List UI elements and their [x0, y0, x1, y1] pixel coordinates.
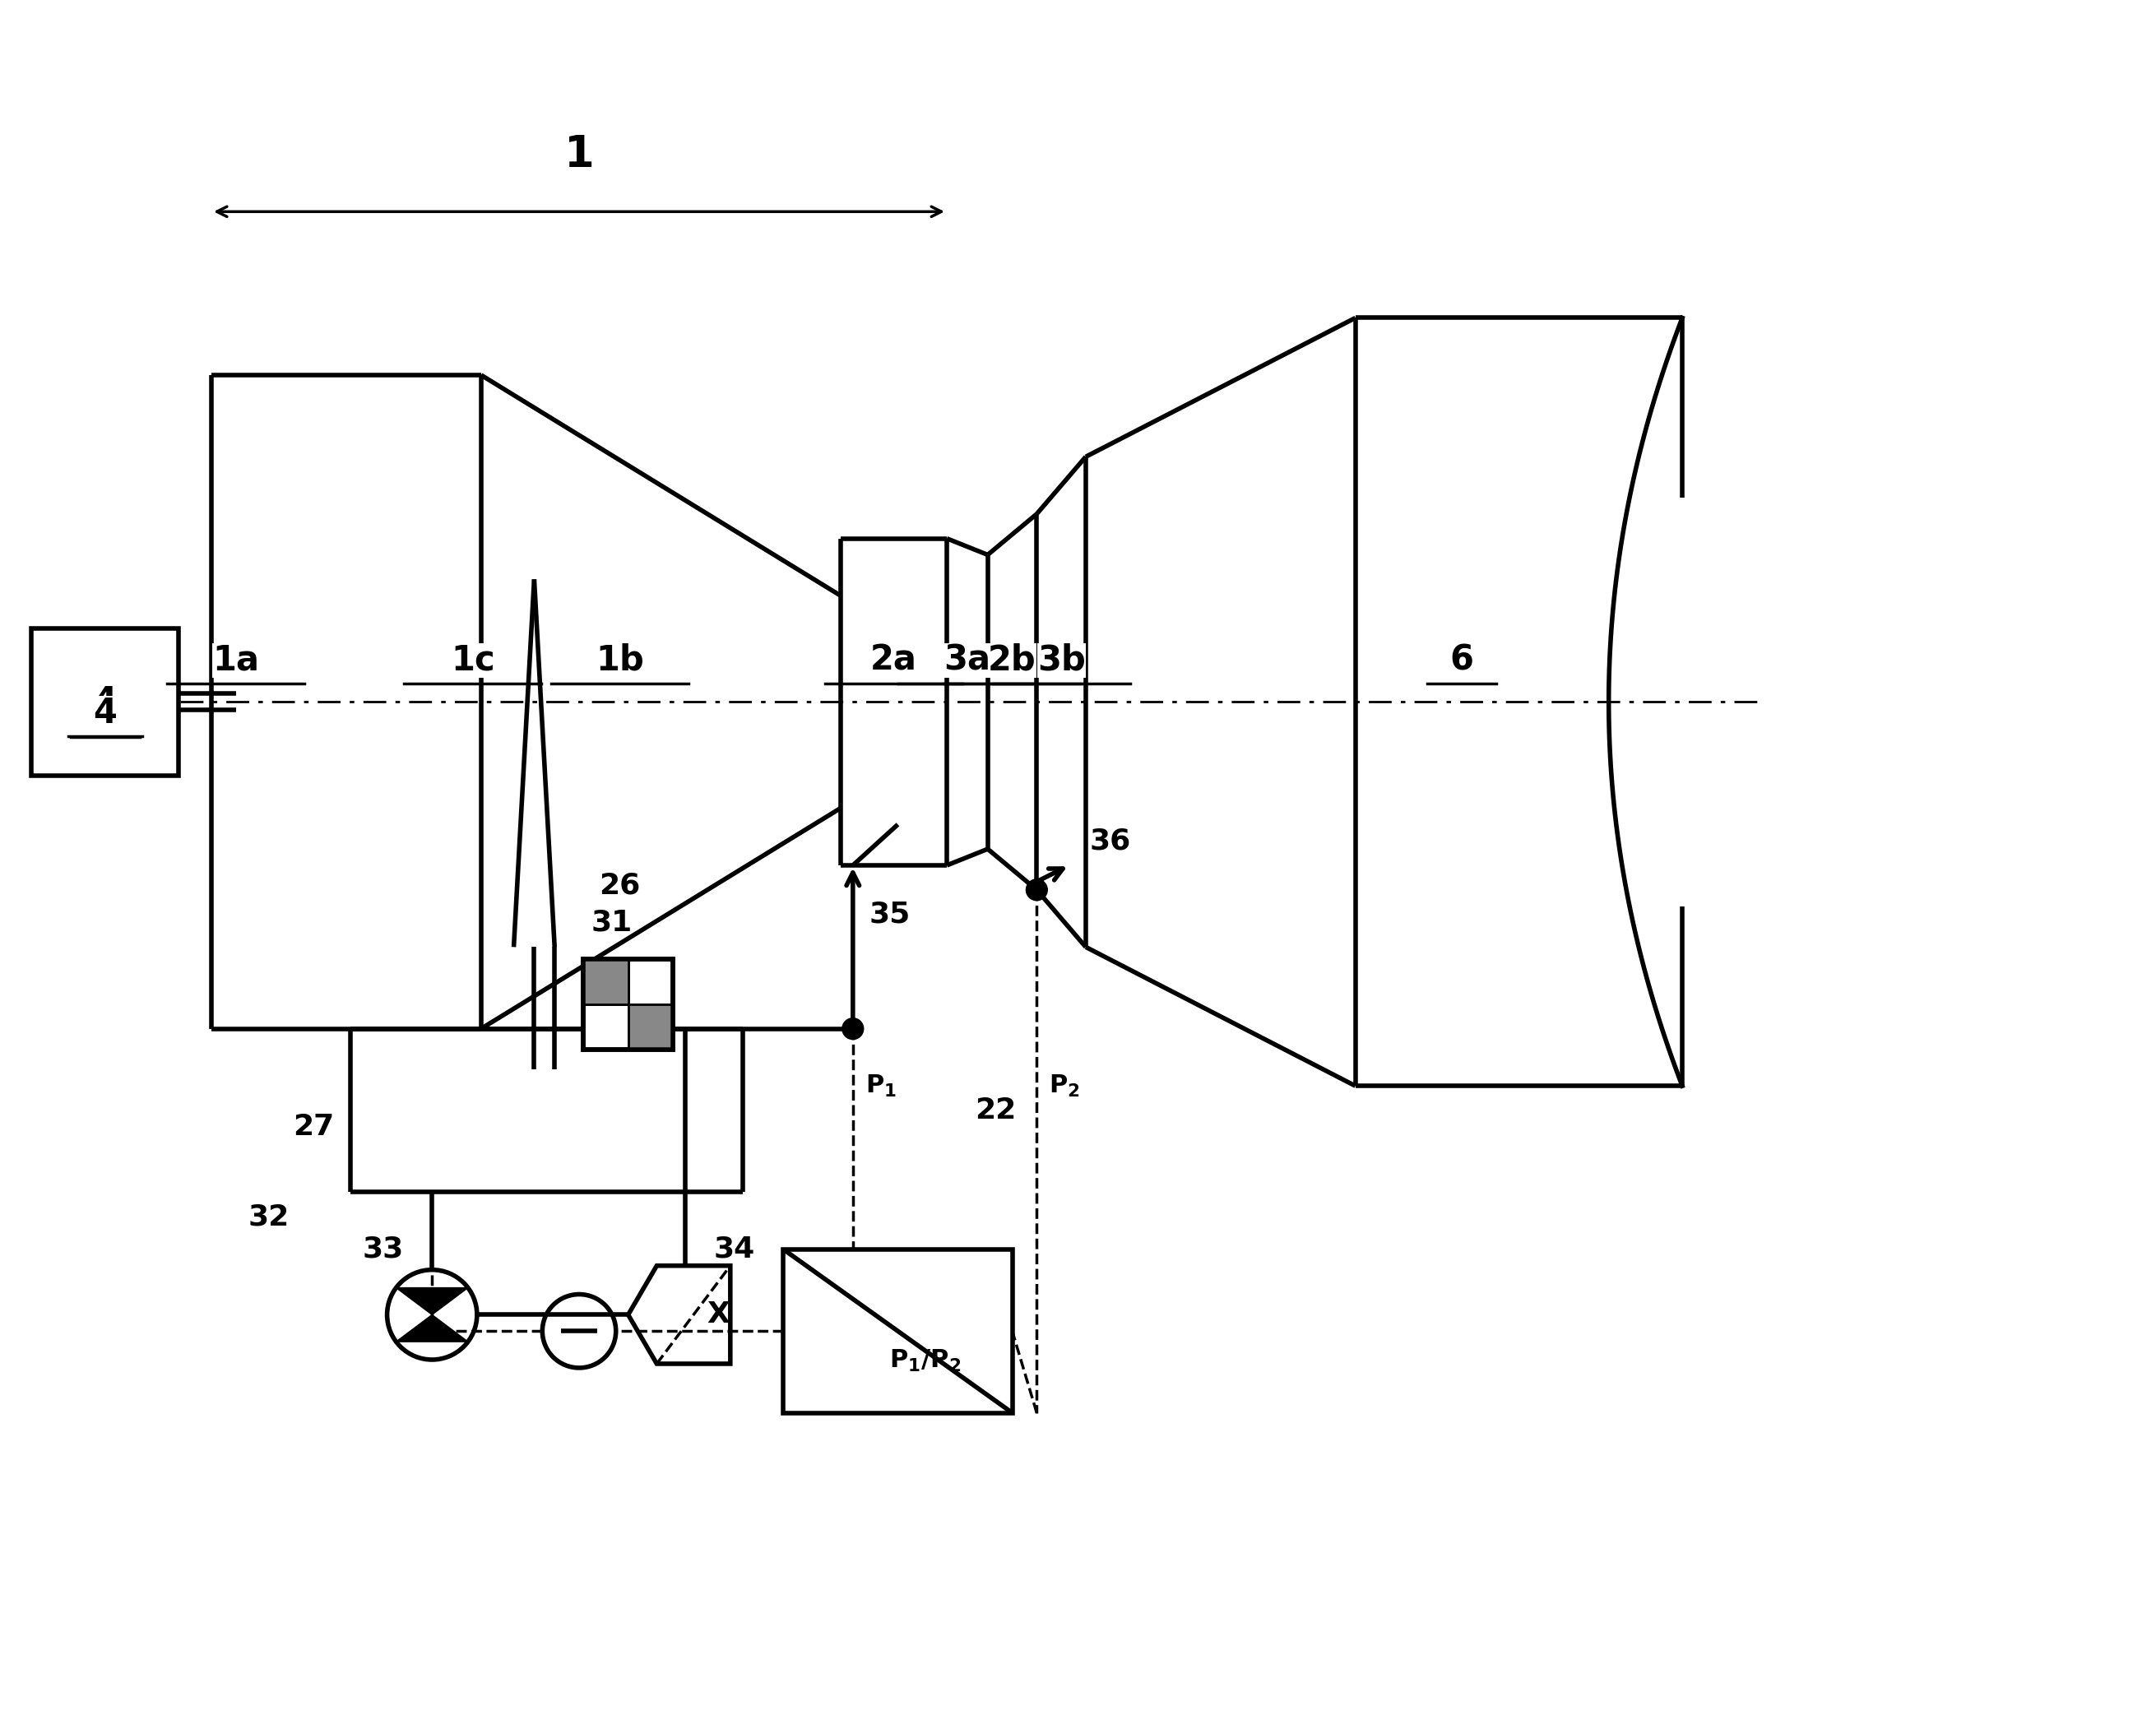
- Text: $\mathbf{P_1/P_2}$: $\mathbf{P_1/P_2}$: [890, 1347, 962, 1373]
- Bar: [584, 960, 673, 1050]
- Circle shape: [1026, 880, 1048, 901]
- Text: 4: 4: [93, 697, 116, 730]
- Text: 36: 36: [1089, 826, 1132, 854]
- Text: 31: 31: [591, 908, 632, 937]
- Text: 26: 26: [599, 871, 640, 899]
- Text: 35: 35: [869, 901, 910, 928]
- Text: 2b: 2b: [987, 643, 1037, 678]
- Text: X: X: [707, 1300, 729, 1328]
- Text: 1a: 1a: [213, 643, 259, 678]
- Bar: [783, 1250, 1011, 1413]
- Bar: [627, 1005, 673, 1050]
- Polygon shape: [397, 1288, 468, 1314]
- Text: 3a: 3a: [944, 643, 992, 678]
- Bar: [584, 960, 673, 1050]
- Text: 6: 6: [1449, 643, 1473, 678]
- Text: $\mathbf{P_2}$: $\mathbf{P_2}$: [1050, 1074, 1080, 1098]
- Text: 4: 4: [93, 685, 116, 719]
- Circle shape: [843, 1018, 865, 1039]
- Text: 32: 32: [248, 1203, 289, 1231]
- Text: 3b: 3b: [1037, 643, 1084, 678]
- Text: $\mathbf{P_1}$: $\mathbf{P_1}$: [865, 1074, 897, 1098]
- Text: 27: 27: [293, 1113, 334, 1141]
- Polygon shape: [397, 1314, 468, 1342]
- Text: 34: 34: [714, 1236, 755, 1264]
- Text: 1: 1: [565, 133, 595, 176]
- Text: 2a: 2a: [871, 643, 916, 678]
- Bar: [584, 960, 627, 1005]
- Text: 1c: 1c: [451, 643, 496, 678]
- Text: 33: 33: [362, 1236, 403, 1264]
- Text: 1b: 1b: [595, 643, 645, 678]
- Bar: [32, 628, 179, 775]
- Text: 22: 22: [975, 1096, 1015, 1124]
